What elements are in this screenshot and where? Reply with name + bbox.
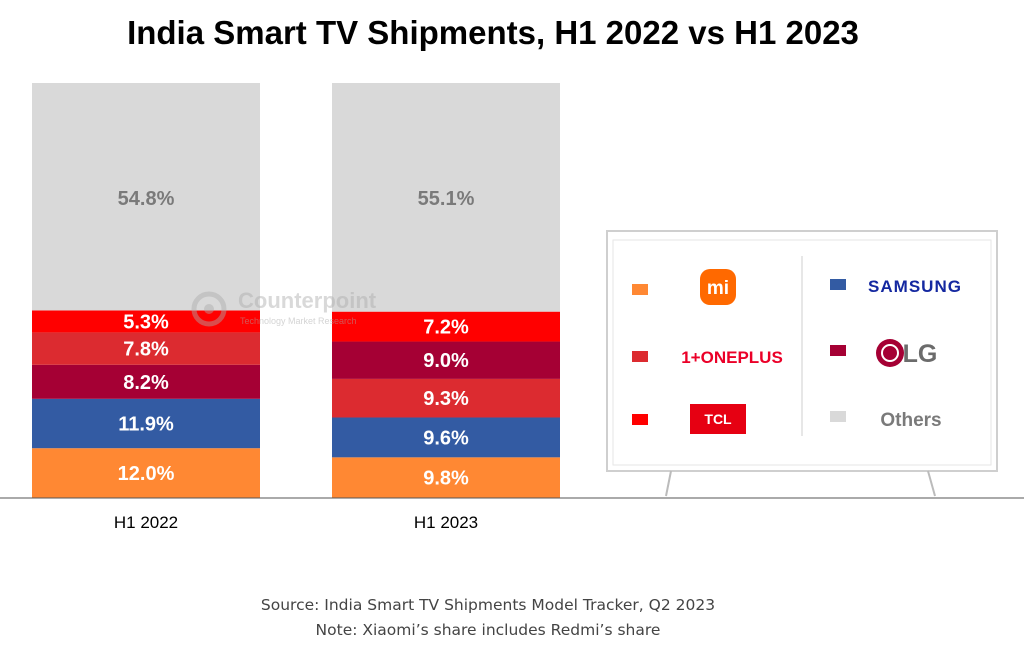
legend-label-xiaomi: mi <box>707 278 729 299</box>
legend-swatch-oneplus <box>632 351 648 362</box>
bar-segment-lg-h1-2023 <box>332 341 560 379</box>
legend-item-xiaomi: mi <box>632 269 736 305</box>
tcl-logo-icon <box>690 404 746 434</box>
bar-segment-oneplus-h1-2022 <box>32 332 260 365</box>
bar-segment-samsung-h1-2022 <box>32 398 260 449</box>
bar-segment-lg-h1-2022 <box>32 364 260 399</box>
data-label-xiaomi-h1-2022: 12.0% <box>118 463 175 485</box>
counterpoint-logo-icon <box>191 291 227 327</box>
legend-item-others: Others <box>830 410 942 431</box>
bar-segment-tcl-h1-2023 <box>332 311 560 342</box>
bar-segment-others-h1-2022 <box>32 83 260 311</box>
source-note: Source: India Smart TV Shipments Model T… <box>260 596 716 614</box>
data-label-xiaomi-h1-2023: 9.8% <box>423 468 469 490</box>
footnote: Note: Xiaomi’s share includes Redmi’s sh… <box>315 621 661 639</box>
lg-logo-icon <box>876 339 904 367</box>
bar-segment-others-h1-2023 <box>332 83 560 312</box>
bar-segment-xiaomi-h1-2023 <box>332 457 560 498</box>
tv-screen-inner <box>612 239 992 466</box>
bar-segment-samsung-h1-2023 <box>332 417 560 458</box>
data-label-samsung-h1-2022: 11.9% <box>118 414 174 436</box>
chart-title: India Smart TV Shipments, H1 2022 vs H1 … <box>127 14 859 51</box>
legend-swatch-others <box>830 411 846 422</box>
watermark-tagline: Technology Market Research <box>240 316 357 326</box>
data-label-oneplus-h1-2022: 7.8% <box>123 339 169 361</box>
bar-segment-oneplus-h1-2023 <box>332 378 560 418</box>
legend-label-samsung: SAMSUNG <box>868 277 962 296</box>
tv-leg-right <box>927 470 936 497</box>
data-label-oneplus-h1-2023: 9.3% <box>423 388 469 410</box>
data-label-lg-h1-2022: 8.2% <box>123 372 169 394</box>
bar-h1-2023 <box>332 83 560 498</box>
bar-segment-tcl-h1-2022 <box>32 310 260 333</box>
legend-item-tcl: TCL <box>632 404 746 434</box>
legend-swatch-lg <box>830 345 846 356</box>
legend-item-samsung: SAMSUNG <box>830 277 962 296</box>
bar-segment-xiaomi-h1-2022 <box>32 448 260 498</box>
legend-item-lg: LG <box>830 339 937 368</box>
tv-leg-left <box>665 470 672 497</box>
legend-swatch-samsung <box>830 279 846 290</box>
legend-label-lg: LG <box>903 340 938 368</box>
xiaomi-logo-icon <box>700 269 736 305</box>
legend-swatch-xiaomi <box>632 284 648 295</box>
data-label-samsung-h1-2023: 9.6% <box>423 427 469 449</box>
x-tick-label-h1-2022: H1 2022 <box>114 513 178 532</box>
bar-h1-2022 <box>32 83 260 498</box>
x-tick-label-h1-2023: H1 2023 <box>414 513 478 532</box>
lg-logo-face-icon <box>881 344 899 362</box>
data-label-lg-h1-2023: 9.0% <box>423 350 469 372</box>
data-label-others-h1-2022: 54.8% <box>118 188 175 210</box>
legend-swatch-tcl <box>632 414 648 425</box>
data-label-others-h1-2023: 55.1% <box>418 188 475 210</box>
data-label-tcl-h1-2023: 7.2% <box>423 317 469 339</box>
legend-label-others: Others <box>880 410 941 431</box>
legend-item-oneplus: 1+ONEPLUS <box>632 348 783 367</box>
data-label-tcl-h1-2022: 5.3% <box>123 311 169 333</box>
legend-label-oneplus: 1+ONEPLUS <box>681 348 783 367</box>
watermark-name: Counterpoint <box>238 288 377 313</box>
legend-tv-frame <box>606 230 998 497</box>
legend-label-tcl: TCL <box>704 411 732 427</box>
counterpoint-watermark: Counterpoint Technology Market Research <box>190 288 420 332</box>
stacked-bar-chart: 12.0% 11.9% 8.2% 7.8% 5.3% 54.8% H1 2022 9.8% 9.… <box>0 83 1024 532</box>
